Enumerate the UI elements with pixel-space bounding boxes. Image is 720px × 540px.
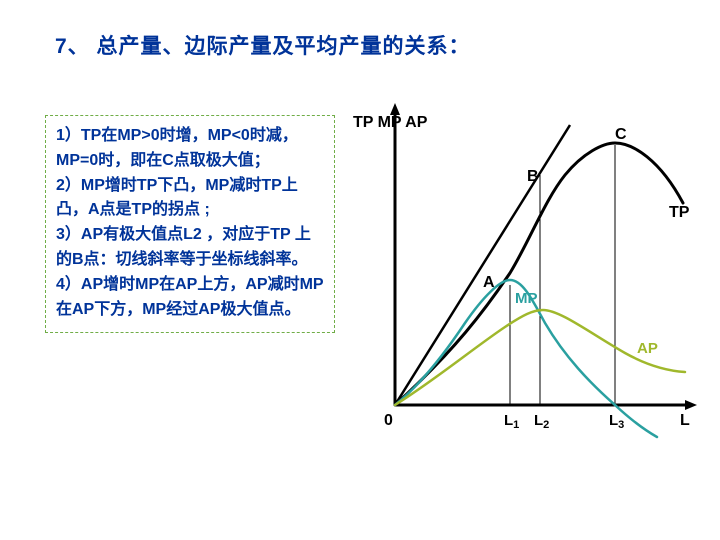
chart-svg: TP MP APL0L1L2L3TPMPAPABC (365, 105, 695, 445)
tangent-ray (395, 125, 570, 405)
explanation-line-4: 4）AP增时MP在AP上方，AP减时MP在AP下方，MP经过AP极大值点。 (56, 273, 324, 323)
tp-label: TP (669, 204, 690, 221)
explanation-line-2: 2）MP增时TP下凸，MP减时TP上凸，A点是TP的拐点 ; (56, 174, 324, 224)
tick-label-1: L1 (504, 412, 519, 431)
explanation-line-3: 3）AP有极大值点L2 ，对应于TP 上的B点：切线斜率等于坐标线斜率。 (56, 223, 324, 273)
point-C: C (615, 126, 627, 143)
x-axis-label: L (680, 412, 690, 429)
tick-label-3: L3 (609, 412, 624, 431)
tp-curve (395, 143, 683, 405)
y-axis-label: TP MP AP (353, 114, 428, 131)
production-chart: TP MP APL0L1L2L3TPMPAPABC (365, 105, 695, 445)
mp-label: MP (515, 290, 538, 307)
tick-label-2: L2 (534, 412, 549, 431)
explanation-box: 1）TP在MP>0时增，MP<0时减，MP=0时，即在C点取极大值； 2）MP增… (45, 115, 335, 333)
x-axis-arrow (685, 400, 697, 410)
explanation-line-1: 1）TP在MP>0时增，MP<0时减，MP=0时，即在C点取极大值； (56, 124, 324, 174)
point-A: A (483, 274, 495, 291)
point-B: B (527, 168, 539, 185)
origin-label: 0 (384, 412, 393, 429)
page-title: 7、 总产量、边际产量及平均产量的关系： (55, 30, 471, 60)
ap-label: AP (637, 340, 658, 357)
